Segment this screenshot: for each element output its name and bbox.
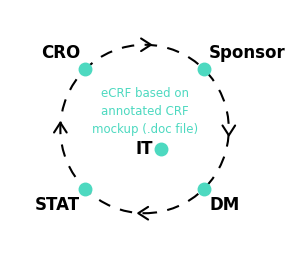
Text: eCRF based on
annotated CRF
mockup (.doc file): eCRF based on annotated CRF mockup (.doc… bbox=[92, 87, 198, 136]
Text: CRO: CRO bbox=[41, 44, 80, 62]
Text: IT: IT bbox=[136, 140, 153, 158]
Text: Sponsor: Sponsor bbox=[209, 44, 286, 62]
Text: STAT: STAT bbox=[35, 196, 80, 214]
Text: DM: DM bbox=[209, 196, 239, 214]
